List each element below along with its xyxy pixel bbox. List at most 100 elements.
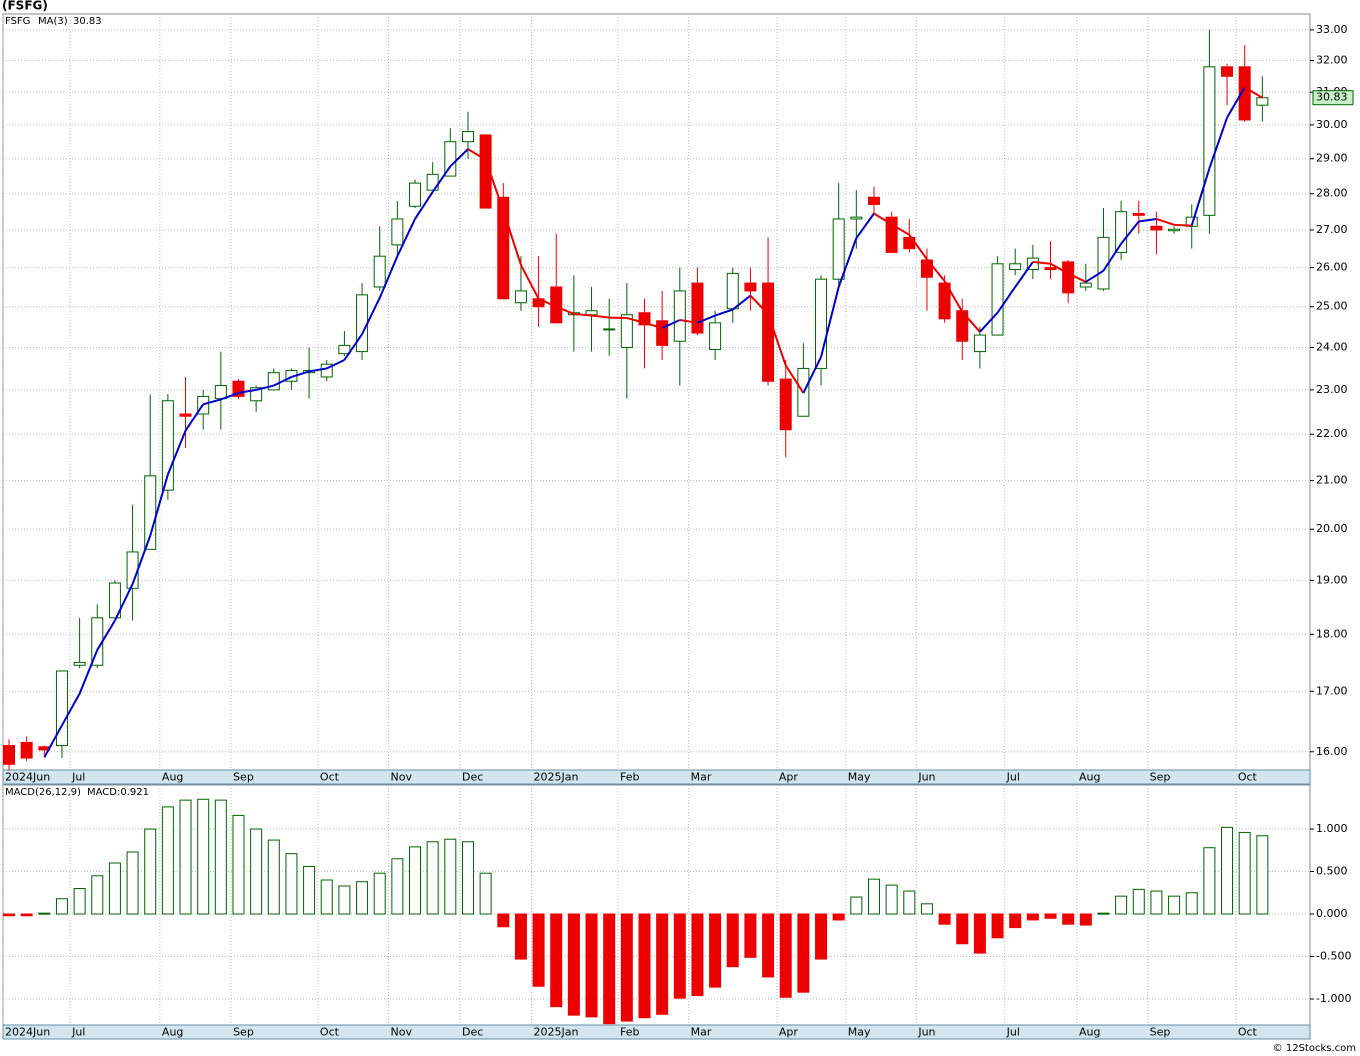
macd-bar [373, 872, 386, 915]
macd-bar [656, 913, 669, 1015]
y-tick-label: 16.00 [1316, 745, 1348, 758]
ma-segment [644, 321, 663, 330]
chart-title: (FSFG) [2, 0, 48, 13]
candle-body [620, 314, 633, 348]
candle-body [585, 310, 598, 316]
macd-bar [603, 913, 616, 1025]
ma-segment [538, 297, 557, 308]
ma-segment [43, 724, 63, 758]
legend-macd-value: MACD:0.921 [87, 787, 149, 798]
candle-body [338, 344, 351, 355]
x-tick-label: 2024Jun [5, 1026, 50, 1039]
ma-segment [891, 223, 910, 236]
y-tick-label: 19.00 [1316, 573, 1348, 586]
ma-segment [255, 384, 275, 391]
x-tick-label: Mar [691, 771, 712, 784]
y-tick-label: 18.00 [1316, 627, 1348, 640]
macd-bar [550, 913, 563, 1008]
ma-segment [414, 191, 434, 220]
ma-segment [449, 148, 469, 168]
price-label: 30.83 [1316, 91, 1348, 104]
macd-bar [479, 872, 492, 915]
x-tick-label: Aug [162, 1026, 183, 1039]
macd-bar [1097, 912, 1110, 915]
x-tick-label: Sep [233, 1026, 254, 1039]
candle-body [232, 380, 245, 397]
y-tick-label: 27.00 [1316, 223, 1348, 236]
macd-bar [391, 858, 404, 915]
candle-body [1079, 282, 1092, 288]
x-tick-label: Sep [233, 771, 254, 784]
macd-bar [797, 913, 810, 993]
ma-segment [767, 313, 787, 366]
y-tick-label: 1.000 [1316, 822, 1348, 835]
macd-bar [3, 913, 16, 917]
x-tick-label: Jul [71, 771, 85, 784]
candle-body [479, 134, 492, 209]
macd-bar [585, 913, 598, 1018]
x-tick-label: Oct [320, 771, 340, 784]
x-tick-label: Nov [391, 771, 413, 784]
x-tick-label: May [848, 1026, 871, 1039]
macd-bar [850, 896, 863, 915]
macd-bar [920, 903, 933, 915]
candle-body [603, 328, 616, 331]
macd-bar [108, 862, 121, 915]
x-tick-label: Dec [462, 771, 483, 784]
candle-body [179, 413, 192, 417]
y-tick-label: 26.00 [1316, 261, 1348, 274]
ma-segment [184, 403, 205, 432]
ma-segment [1067, 272, 1087, 283]
candle-body [762, 282, 775, 382]
legend-value: 30.83 [73, 16, 102, 27]
x-tick-label: Jun [917, 1026, 935, 1039]
candle-body [1238, 66, 1251, 121]
macd-bar [938, 913, 951, 925]
y-tick-label: 20.00 [1316, 522, 1348, 535]
macd-bar [303, 865, 316, 915]
macd-bar [991, 913, 1004, 939]
macd-bar [567, 913, 580, 1016]
x-tick-label: Oct [1238, 771, 1258, 784]
x-tick-label: Feb [620, 1026, 639, 1039]
candle-body [1026, 257, 1039, 271]
y-tick-label: 21.00 [1316, 474, 1348, 487]
x-tick-label: May [848, 771, 871, 784]
candle-body [356, 294, 369, 353]
candle-body [1221, 66, 1234, 77]
macd-bar [426, 841, 439, 915]
y-tick-label: 28.00 [1316, 187, 1348, 200]
ma-segment [996, 286, 1017, 314]
x-tick-label: Jun [917, 771, 935, 784]
y-tick-label: 25.00 [1316, 300, 1348, 313]
macd-bar [956, 913, 969, 945]
macd-bar [232, 814, 245, 915]
candle-body [991, 263, 1004, 336]
candle-body [497, 196, 510, 300]
candle-body [1185, 216, 1198, 227]
macd-bar [1044, 913, 1057, 919]
ma-segment [166, 430, 187, 475]
ma-segment [732, 294, 752, 311]
candle-body [73, 661, 86, 666]
candle-body [461, 131, 474, 143]
ma-segment [626, 317, 645, 324]
candle-body [214, 385, 227, 400]
candle-body [1203, 66, 1216, 216]
x-tick-label: Jul [1006, 1026, 1020, 1039]
macd-bar [409, 846, 422, 915]
macd-bar [638, 913, 651, 1019]
ma-segment [502, 210, 522, 266]
candle-body [1132, 213, 1145, 216]
ma-segment [979, 312, 999, 333]
macd-bar [815, 913, 828, 960]
y-tick-label: 0.500 [1316, 865, 1348, 878]
y-tick-label: 33.00 [1316, 23, 1348, 36]
macd-bar [903, 890, 916, 915]
macd-bar [514, 913, 527, 960]
ma-segment [484, 159, 505, 211]
macd-bar [285, 853, 298, 915]
ma-segment [114, 583, 134, 621]
macd-bar [161, 806, 174, 915]
y-tick-label: 22.00 [1316, 427, 1348, 440]
